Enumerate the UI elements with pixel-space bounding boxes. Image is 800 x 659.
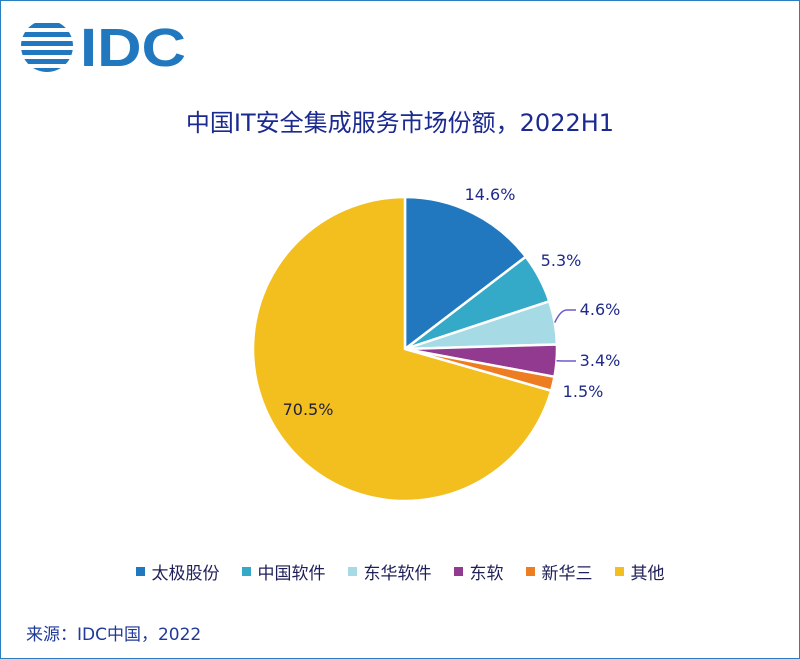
legend-swatch	[614, 567, 624, 576]
legend-swatch	[135, 567, 145, 576]
legend-item-zhongguo-ruanjian: 中国软件	[241, 559, 326, 584]
data-label-xinhuasan: 1.5%	[563, 382, 604, 401]
data-label-taiji: 14.6%	[465, 185, 516, 204]
pie-slice-qita	[251, 195, 553, 503]
legend-item-dongruan: 东软	[453, 559, 504, 584]
legend-label: 东华软件	[363, 564, 432, 584]
leader-line-donghua-ruanjian	[554, 309, 576, 323]
pie-chart: 14.6% 5.3% 4.6% 3.4% 1.5% 70.5%	[251, 185, 621, 503]
legend-item-qita: 其他	[614, 559, 665, 584]
data-label-qita: 70.5%	[283, 400, 334, 419]
source-note: 来源：IDC中国，2022	[26, 625, 202, 645]
data-label-zhongguo-ruanjian: 5.3%	[541, 251, 582, 270]
legend-swatch	[347, 567, 357, 576]
legend-label: 中国软件	[257, 564, 326, 584]
legend-item-donghua-ruanjian: 东华软件	[347, 559, 432, 584]
data-label-dongruan: 3.4%	[580, 351, 621, 370]
legend-label: 太极股份	[151, 564, 220, 584]
chart-title: 中国IT安全集成服务市场份额，2022H1	[185, 109, 615, 137]
legend-swatch	[525, 567, 535, 576]
legend-item-taiji: 太极股份	[135, 559, 220, 584]
logo-text: IDC	[80, 18, 186, 74]
legend-label: 新华三	[541, 564, 593, 584]
pie-slice-taiji	[403, 195, 528, 351]
legend-swatch	[241, 567, 251, 576]
idc-logo: IDC	[21, 18, 186, 74]
legend-label: 东软	[469, 564, 504, 584]
legend-item-xinhuasan: 新华三	[525, 559, 593, 584]
globe-icon	[21, 23, 73, 72]
chart-legend: 太极股份 中国软件 东华软件 东软 新华三 其他	[0, 559, 800, 584]
data-label-donghua-ruanjian: 4.6%	[580, 300, 621, 319]
legend-swatch	[453, 567, 463, 576]
legend-label: 其他	[630, 564, 665, 584]
